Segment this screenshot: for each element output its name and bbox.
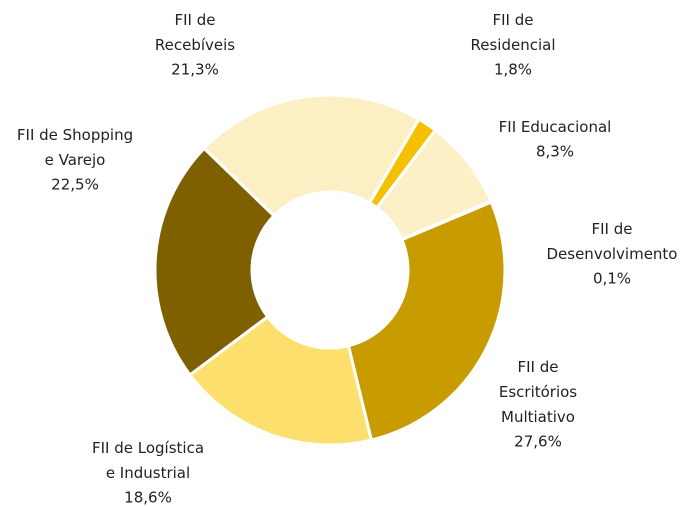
donut-slice <box>201 93 421 218</box>
value-label: 21,3% <box>171 61 219 79</box>
label-line: FII de Logística <box>92 439 204 457</box>
value-label: 18,6% <box>124 489 172 506</box>
label-line: e Industrial <box>106 464 190 482</box>
label-line: Desenvolvimento <box>546 245 677 263</box>
label-line: FII de Shopping <box>17 126 133 144</box>
label-line: FII de <box>592 220 633 238</box>
label-line: FII de <box>175 11 216 29</box>
label-line: Multiativo <box>501 408 575 426</box>
category-label: FII de Logística e Industrial <box>92 439 204 482</box>
label-line: FII de <box>518 358 559 376</box>
label-line: e Varejo <box>45 151 106 169</box>
category-label: FII Educacional <box>499 118 612 136</box>
donut-slice <box>346 200 507 442</box>
value-label: 22,5% <box>51 176 99 194</box>
category-label: FII de Residencial <box>471 11 556 54</box>
label-line: Escritórios <box>499 383 577 401</box>
donut-slice <box>153 146 277 378</box>
value-label: 27,6% <box>514 433 562 451</box>
category-label: FII de Escritórios Multiativo <box>499 358 577 426</box>
label-line: Residencial <box>471 36 556 54</box>
label-line: FII Educacional <box>499 118 612 136</box>
value-label: 0,1% <box>593 270 631 288</box>
value-label: 8,3% <box>536 143 574 161</box>
label-line: FII de <box>493 11 534 29</box>
category-label: FII de Desenvolvimento <box>546 220 677 263</box>
value-label: 1,8% <box>494 61 532 79</box>
donut-slice <box>187 314 374 447</box>
category-label: FII de Recebíveis <box>155 11 235 54</box>
category-label: FII de Shopping e Varejo <box>17 126 133 169</box>
label-line: Recebíveis <box>155 36 235 54</box>
